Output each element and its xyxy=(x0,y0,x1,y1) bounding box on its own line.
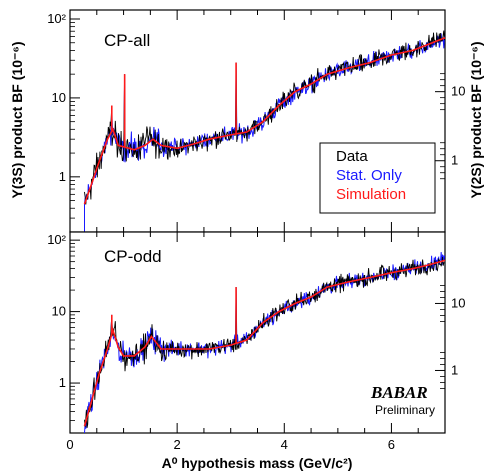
babar-branding: BABAR Preliminary xyxy=(370,383,435,417)
y-tick-label-left: 10 xyxy=(52,90,66,105)
legend: Data Stat. Only Simulation xyxy=(319,142,436,214)
y-tick-label-left: 1 xyxy=(59,375,66,390)
y-tick-label-left: 10 xyxy=(52,304,66,319)
x-tick-label: 6 xyxy=(388,437,395,452)
panel-cp-all: CP-all 1 10 10² 1 10 xyxy=(47,9,465,233)
x-tick-label: 2 xyxy=(174,437,181,452)
plot-area-cp-odd xyxy=(83,252,446,434)
panel-label: CP-odd xyxy=(104,247,162,266)
y-axis-right-title: Υ(2S) product BF (10⁻⁶) xyxy=(468,42,484,199)
series-simulation xyxy=(83,259,446,427)
panel-cp-odd: CP-odd 1 10 10² 1 10 xyxy=(47,231,465,434)
y-tick-label-right: 10 xyxy=(451,295,465,310)
y-tick-label-right: 1 xyxy=(451,362,458,377)
x-axis-ticks: 0 2 4 6 xyxy=(66,437,395,452)
x-axis-title: A⁰ hypothesis mass (GeV/c²) xyxy=(162,455,353,471)
x-tick-label: 4 xyxy=(281,437,288,452)
y-tick-label-left: 10² xyxy=(47,232,66,247)
legend-entry-simulation: Simulation xyxy=(336,186,406,203)
y-tick-label-left: 10² xyxy=(47,11,66,26)
y-tick-label-right: 10 xyxy=(451,84,465,99)
y-tick-label-left: 1 xyxy=(59,169,66,184)
series-simulation xyxy=(83,36,446,205)
legend-entry-stat-only: Stat. Only xyxy=(336,167,402,184)
y-axis-left-title: Υ(3S) product BF (10⁻⁶) xyxy=(9,42,25,199)
babar-logo: BABAR xyxy=(370,383,428,402)
preliminary-label: Preliminary xyxy=(375,403,435,417)
plot-area-cp-all xyxy=(83,30,446,232)
legend-box xyxy=(319,142,436,214)
legend-entry-data: Data xyxy=(336,148,368,165)
x-tick-label: 0 xyxy=(66,437,73,452)
panel-label: CP-all xyxy=(104,31,150,50)
y-tick-label-right: 1 xyxy=(451,153,458,168)
